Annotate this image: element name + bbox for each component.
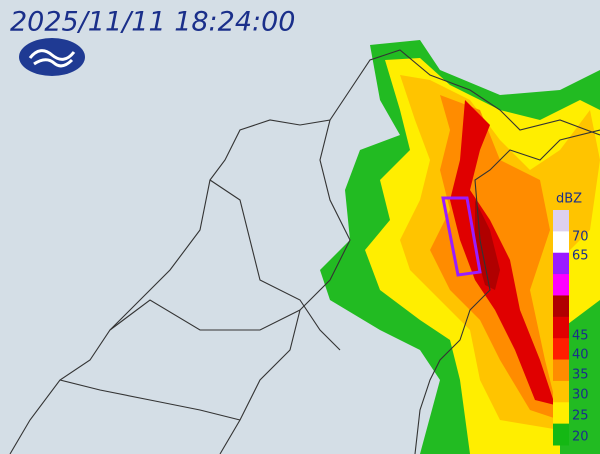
color-swatch (553, 295, 569, 318)
logo (19, 38, 85, 76)
color-swatch (553, 380, 569, 403)
legend-label: 30 (572, 388, 589, 403)
color-swatch (553, 252, 569, 275)
color-swatch (553, 210, 569, 232)
color-swatch (553, 274, 569, 296)
radar-echo (320, 40, 600, 454)
legend-label: 35 (572, 368, 589, 383)
timestamp: 2025/11/11 18:24:00 (10, 7, 295, 38)
legend-label: 20 (572, 430, 589, 445)
color-swatch (553, 402, 569, 425)
legend-label: 65 (572, 249, 589, 264)
legend-label: 40 (572, 348, 589, 363)
legend-label: 70 (572, 230, 589, 245)
color-swatch (553, 423, 569, 446)
legend-label: 45 (572, 329, 589, 344)
color-swatch (553, 359, 569, 382)
legend-unit: dBZ (556, 192, 582, 207)
legend-label: 25 (572, 409, 589, 424)
color-swatch (553, 316, 569, 339)
color-swatch (553, 338, 569, 361)
color-swatch (553, 231, 569, 254)
coastline (9, 49, 600, 454)
